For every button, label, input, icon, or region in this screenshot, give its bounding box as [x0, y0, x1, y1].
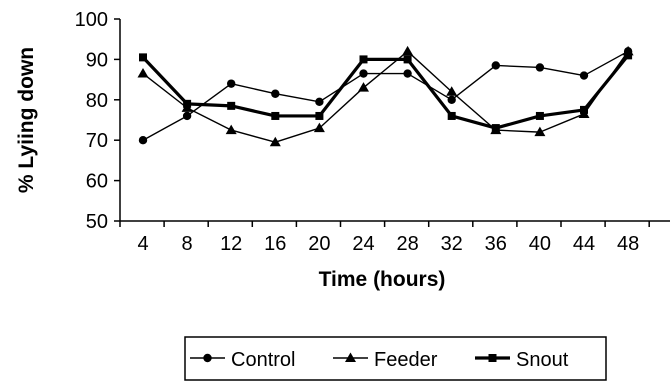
data-point-control	[227, 79, 236, 88]
series-line-feeder	[142, 50, 629, 143]
data-point-control	[579, 71, 589, 80]
data-point-control	[535, 63, 545, 72]
legend-item-feeder: Feeder	[333, 349, 438, 371]
x-axis: 4 8 12 16 20 24 28 32 36 40 44 48	[119, 220, 670, 255]
data-point-control	[138, 136, 148, 145]
y-axis: 50 60 70 80 90 100	[75, 9, 121, 233]
x-tick-label: 8	[182, 233, 193, 255]
data-point-snout	[183, 99, 192, 108]
data-point-snout	[315, 111, 324, 120]
legend-label-snout: Snout	[516, 349, 569, 371]
x-tick-label: 40	[529, 233, 551, 255]
y-tick-label: 100	[75, 9, 108, 31]
data-point-snout	[447, 111, 456, 120]
x-tick-label: 4	[137, 233, 148, 255]
data-point-control	[447, 95, 456, 105]
data-point-control	[359, 69, 368, 78]
y-axis-title: % Lyiing down	[15, 47, 38, 193]
data-point-snout	[403, 55, 412, 64]
legend-marker-snout	[488, 354, 497, 362]
series-control	[138, 47, 633, 145]
x-tick-label: 12	[220, 233, 242, 255]
x-tick-label: 20	[308, 233, 330, 255]
data-point-control	[315, 97, 324, 107]
legend-marker-control	[203, 353, 212, 363]
data-point-control	[182, 111, 192, 121]
data-point-feeder	[534, 126, 546, 137]
series-layer	[137, 45, 634, 147]
data-point-control	[403, 69, 412, 78]
x-tick-label: 48	[617, 233, 639, 255]
legend-item-control: Control	[190, 349, 295, 371]
legend-item-snout: Snout	[475, 349, 569, 371]
data-point-snout	[271, 111, 280, 120]
series-feeder	[137, 45, 634, 147]
data-point-snout	[227, 101, 236, 110]
data-point-feeder	[225, 124, 237, 135]
series-line-snout	[141, 54, 630, 130]
x-tick-label: 32	[441, 233, 463, 255]
data-point-feeder	[313, 122, 325, 133]
x-axis-title: Time (hours)	[319, 268, 446, 291]
y-tick-label: 90	[86, 49, 108, 71]
series-snout	[139, 51, 633, 133]
data-point-snout	[624, 51, 633, 60]
legend-label-feeder: Feeder	[374, 349, 438, 371]
data-point-control	[271, 89, 280, 98]
x-tick-label: 36	[485, 233, 507, 255]
x-tick-label: 44	[573, 233, 595, 255]
x-tick-label: 16	[264, 233, 286, 255]
series-line-control	[142, 50, 629, 141]
data-point-snout	[580, 105, 588, 114]
legend-box	[184, 336, 607, 381]
data-point-snout	[491, 124, 500, 133]
x-tick-label: 24	[352, 233, 374, 255]
legend-label-control: Control	[231, 349, 295, 371]
legend-marker-feeder	[345, 352, 356, 362]
x-tick-label: 28	[396, 233, 418, 255]
y-tick-label: 80	[86, 90, 108, 112]
data-point-feeder	[446, 86, 458, 96]
data-point-feeder	[358, 82, 369, 92]
data-point-feeder	[137, 68, 149, 78]
data-point-snout	[139, 53, 147, 62]
legend: Control Feeder Snout	[184, 336, 607, 381]
data-point-snout	[535, 111, 544, 120]
y-tick-label: 50	[86, 211, 108, 233]
data-point-snout	[359, 55, 368, 64]
data-point-control	[491, 61, 500, 70]
y-tick-label: 60	[86, 171, 108, 193]
data-point-feeder	[269, 136, 281, 147]
data-point-feeder	[402, 45, 414, 56]
y-tick-label: 70	[86, 130, 108, 152]
